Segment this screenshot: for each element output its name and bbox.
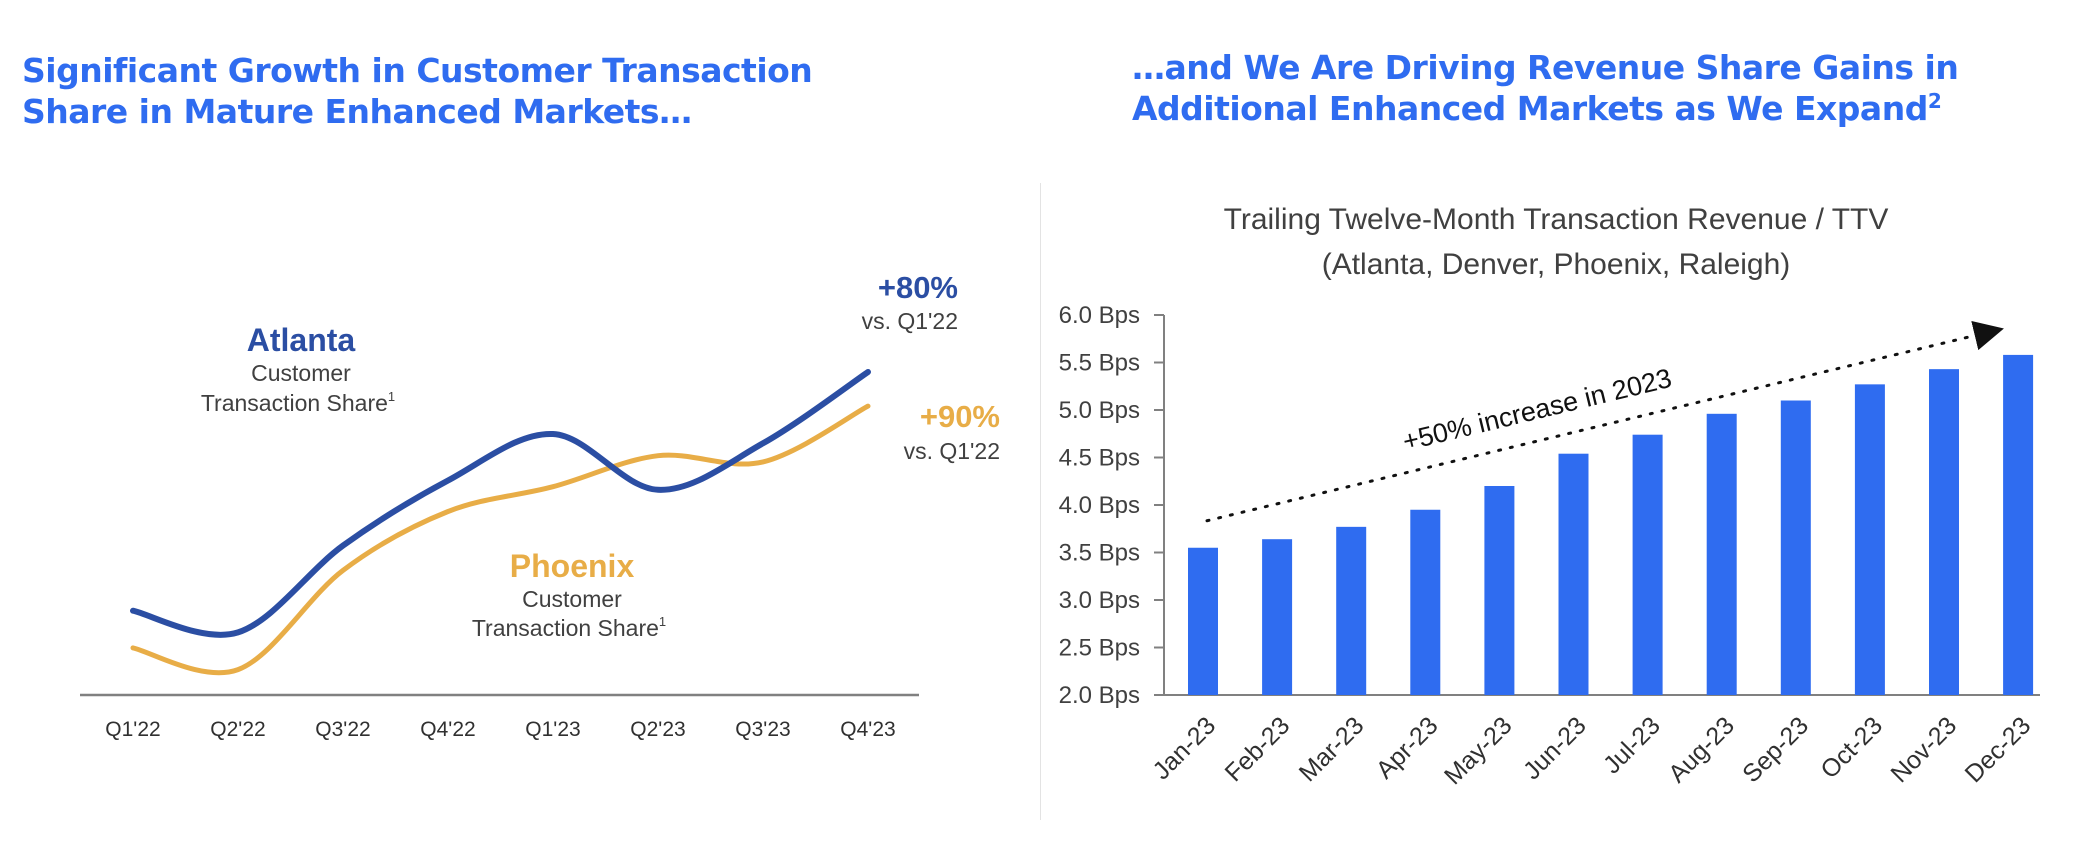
phoenix-subtitle-line1: Customer <box>522 586 622 612</box>
bar-aug-23 <box>1706 413 1737 695</box>
bar-x-tick-label: Nov-23 <box>1885 711 1962 788</box>
bar-y-tick-label: 6.0 Bps <box>1059 302 1140 329</box>
atlanta-subtitle-line1: Customer <box>251 360 351 386</box>
bar-jan-23 <box>1188 547 1218 695</box>
line-x-tick-label: Q2'23 <box>630 718 685 741</box>
phoenix-change-label: +90% <box>920 399 1000 434</box>
bar-may-23 <box>1484 486 1515 695</box>
phoenix-label: Phoenix <box>510 548 635 584</box>
phoenix-footnote: 1 <box>659 614 666 629</box>
bar-chart-title-line1: Trailing Twelve-Month Transaction Revenu… <box>1224 203 1889 236</box>
ttv-revenue-bar-chart: Trailing Twelve-Month Transaction Revenu… <box>1059 203 2040 790</box>
phoenix-change-sub: vs. Q1'22 <box>904 438 1000 464</box>
left-title-line1: Significant Growth in Customer Transacti… <box>22 51 813 90</box>
line-x-tick-label: Q1'23 <box>525 718 580 741</box>
left-panel-title: Significant Growth in Customer Transacti… <box>22 50 1022 132</box>
bar-y-tick-label: 3.5 Bps <box>1059 540 1140 567</box>
bar-y-tick-label: 5.5 Bps <box>1059 350 1140 377</box>
bar-y-tick-label: 4.5 Bps <box>1059 445 1140 472</box>
atlanta-label: Atlanta <box>247 322 356 358</box>
bar-y-tick-label: 2.0 Bps <box>1059 682 1140 709</box>
phoenix-subtitle-line2: Transaction Share <box>472 615 659 641</box>
bar-x-tick-label: Oct-23 <box>1815 711 1888 784</box>
bar-jun-23 <box>1558 453 1589 695</box>
right-title-footnote: 2 <box>1927 89 1942 113</box>
bar-chart-title-line2: (Atlanta, Denver, Phoenix, Raleigh) <box>1322 248 1791 281</box>
panel-divider <box>1040 183 1041 820</box>
right-title-line2: Additional Enhanced Markets as We Expand <box>1132 89 1928 128</box>
bar-oct-23 <box>1854 384 1885 695</box>
right-panel-title: …and We Are Driving Revenue Share Gains … <box>1132 47 2072 129</box>
bar-x-tick-label: May-23 <box>1439 711 1518 790</box>
line-x-tick-label: Q2'22 <box>210 718 265 741</box>
trend-arrow <box>1205 320 2004 523</box>
line-x-tick-label: Q4'22 <box>420 718 475 741</box>
bar-x-tick-label: Apr-23 <box>1371 711 1444 784</box>
bar-x-tick-label: Jan-23 <box>1147 711 1221 785</box>
bar-y-tick-label: 5.0 Bps <box>1059 397 1140 424</box>
bar-x-tick-label: Jun-23 <box>1518 711 1592 785</box>
line-x-tick-label: Q3'22 <box>315 718 370 741</box>
bar-y-tick-label: 4.0 Bps <box>1059 492 1140 519</box>
atlanta-footnote: 1 <box>388 389 395 404</box>
line-x-tick-label: Q3'23 <box>735 718 790 741</box>
bar-apr-23 <box>1410 509 1441 695</box>
bar-sep-23 <box>1780 400 1811 695</box>
bar-x-tick-label: Feb-23 <box>1220 711 1296 787</box>
bar-mar-23 <box>1336 526 1367 695</box>
line-series-phoenix <box>130 403 871 676</box>
atlanta-change-sub: vs. Q1'22 <box>862 308 958 334</box>
bar-y-tick-label: 2.5 Bps <box>1059 635 1140 662</box>
atlanta-subtitle-line2: Transaction Share <box>201 390 388 416</box>
transaction-share-line-chart: Q1'22 Q2'22 Q3'22 Q4'22 Q1'23 Q2'23 Q3'23 Q4'23… <box>80 270 1000 741</box>
right-title-line1: …and We Are Driving Revenue Share Gains … <box>1132 48 1959 87</box>
left-title-line2: Share in Mature Enhanced Markets… <box>22 92 692 131</box>
bar-dec-23 <box>2003 354 2034 695</box>
line-series-atlanta <box>130 369 871 638</box>
line-x-tick-label: Q4'23 <box>840 718 895 741</box>
bar-x-tick-label: Jul-23 <box>1598 711 1666 779</box>
bar-nov-23 <box>1929 369 1959 695</box>
phoenix-subtitle-line2-group: Transaction Share1 <box>472 614 666 641</box>
atlanta-subtitle-line2-group: Transaction Share1 <box>201 389 395 416</box>
line-x-tick-label: Q1'22 <box>105 718 160 741</box>
bar-x-tick-label: Aug-23 <box>1663 711 1740 788</box>
bar-x-tick-label: Mar-23 <box>1294 711 1370 787</box>
atlanta-change-label: +80% <box>878 270 958 305</box>
bar-jul-23 <box>1632 434 1663 695</box>
bar-feb-23 <box>1262 539 1293 695</box>
bar-x-tick-label: Sep-23 <box>1737 711 1814 788</box>
bar-y-tick-label: 3.0 Bps <box>1059 587 1140 614</box>
bar-x-tick-label: Dec-23 <box>1960 711 2037 788</box>
